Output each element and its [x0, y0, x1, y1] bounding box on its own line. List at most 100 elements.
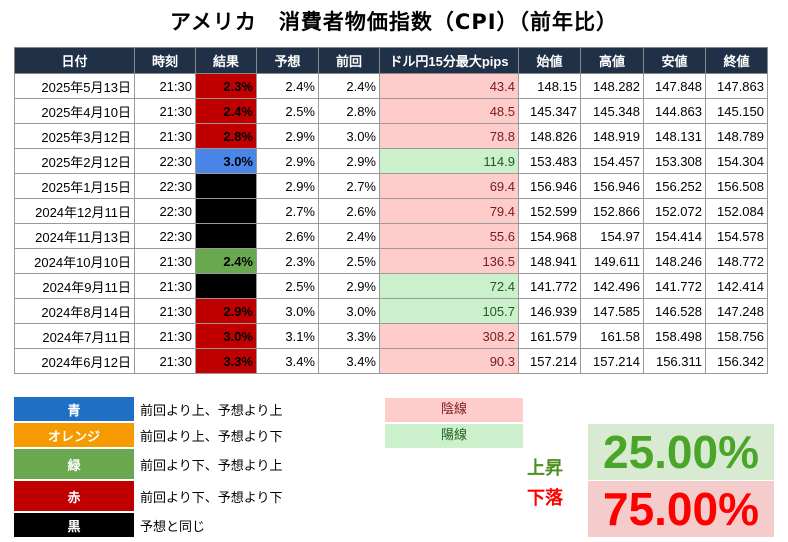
result-color-legend: 青前回より上、予想より上 オレンジ 前回より上、予想より下緑前回より下、予想より上赤…: [14, 397, 282, 539]
result-cell: 2.5%: [195, 273, 257, 299]
previous-cell: 3.3%: [318, 323, 380, 349]
forecast-cell: 2.9%: [256, 123, 319, 149]
low-cell: 154.414: [643, 223, 706, 249]
time-cell: 21:30: [134, 323, 196, 349]
open-cell: 145.347: [518, 98, 581, 124]
date-cell: 2024年6月12日: [14, 348, 135, 374]
date-cell: 2025年4月10日: [14, 98, 135, 124]
high-cell: 154.97: [580, 223, 644, 249]
pips-cell: 105.7: [379, 298, 519, 324]
low-cell: 141.772: [643, 273, 706, 299]
result-cell: 3.3%: [195, 348, 257, 374]
open-cell: 148.826: [518, 123, 581, 149]
table-row: 2025年1月15日 22:30 2.9% 2.9% 2.7% 69.4 156.946 15…: [14, 173, 768, 199]
result-cell: 2.3%: [195, 73, 257, 99]
time-cell: 22:30: [134, 223, 196, 249]
table-row: 2024年7月11日 21:30 3.0% 3.1% 3.3% 308.2 161.579 1…: [14, 323, 768, 349]
close-cell: 154.304: [705, 148, 768, 174]
legend-description: 前回より上、予想より下: [140, 429, 283, 445]
pips-cell: 79.4: [379, 198, 519, 224]
open-cell: 153.483: [518, 148, 581, 174]
legend-description: 予想と同じ: [140, 519, 206, 535]
column-header: 終値: [705, 47, 768, 74]
close-cell: 148.789: [705, 123, 768, 149]
previous-cell: 2.6%: [318, 198, 380, 224]
result-cell: 2.7%: [195, 198, 257, 224]
low-cell: 146.528: [643, 298, 706, 324]
open-cell: 152.599: [518, 198, 581, 224]
high-cell: 149.611: [580, 248, 644, 274]
pips-cell: 55.6: [379, 223, 519, 249]
high-cell: 148.919: [580, 123, 644, 149]
previous-cell: 3.0%: [318, 123, 380, 149]
time-cell: 21:30: [134, 273, 196, 299]
low-cell: 148.246: [643, 248, 706, 274]
result-cell: 2.6%: [195, 223, 257, 249]
cpi-table: 日付 時刻 結果 予想 前回 ドル円15分最大pips 始値 高値 安値 終値 2025年5月13…: [14, 47, 768, 374]
pips-cell: 48.5: [379, 98, 519, 124]
forecast-cell: 2.9%: [256, 148, 319, 174]
result-cell: 2.8%: [195, 123, 257, 149]
time-cell: 21:30: [134, 248, 196, 274]
low-cell: 147.848: [643, 73, 706, 99]
table-row: 2025年4月10日 21:30 2.4% 2.5% 2.8% 48.5 145.347 14…: [14, 98, 768, 124]
column-header: 安値: [643, 47, 706, 74]
close-cell: 147.248: [705, 298, 768, 324]
previous-cell: 2.9%: [318, 273, 380, 299]
pips-cell: 90.3: [379, 348, 519, 374]
forecast-cell: 2.5%: [256, 273, 319, 299]
column-header: 始値: [518, 47, 581, 74]
fall-percentage: 75.00%: [588, 481, 774, 537]
column-header: 結果: [195, 47, 257, 74]
time-cell: 22:30: [134, 173, 196, 199]
result-cell: 2.9%: [195, 173, 257, 199]
column-header: 前回: [318, 47, 380, 74]
time-cell: 22:30: [134, 198, 196, 224]
legend-item: 赤前回より下、予想より下: [14, 481, 282, 511]
previous-cell: 2.8%: [318, 98, 380, 124]
high-cell: 157.214: [580, 348, 644, 374]
low-cell: 152.072: [643, 198, 706, 224]
column-header: 予想: [256, 47, 319, 74]
date-cell: 2024年9月11日: [14, 273, 135, 299]
legend-swatch: 緑: [14, 449, 134, 479]
time-cell: 21:30: [134, 348, 196, 374]
table-row: 2024年11月13日 22:30 2.6% 2.6% 2.4% 55.6 154.968 1…: [14, 223, 768, 249]
close-cell: 158.756: [705, 323, 768, 349]
high-cell: 142.496: [580, 273, 644, 299]
legend-bearish-candle: 陰線: [385, 398, 523, 422]
pips-cell: 78.8: [379, 123, 519, 149]
previous-cell: 2.9%: [318, 148, 380, 174]
legend-description: 前回より下、予想より下: [140, 490, 283, 506]
result-cell: 3.0%: [195, 323, 257, 349]
legend-description: 前回より下、予想より上: [140, 458, 283, 474]
table-header-row: 日付 時刻 結果 予想 前回 ドル円15分最大pips 始値 高値 安値 終値: [14, 47, 768, 74]
table-row: 2024年9月11日 21:30 2.5% 2.5% 2.9% 72.4 141.772 14…: [14, 273, 768, 299]
high-cell: 152.866: [580, 198, 644, 224]
legend-item: 黒予想と同じ: [14, 513, 282, 537]
date-cell: 2025年5月13日: [14, 73, 135, 99]
rise-percentage: 25.00%: [588, 424, 774, 480]
forecast-cell: 2.5%: [256, 98, 319, 124]
previous-cell: 3.4%: [318, 348, 380, 374]
close-cell: 152.084: [705, 198, 768, 224]
open-cell: 161.579: [518, 323, 581, 349]
legend-description: 前回より上、予想より上: [140, 403, 283, 419]
forecast-cell: 3.4%: [256, 348, 319, 374]
pips-cell: 72.4: [379, 273, 519, 299]
legend-swatch: 黒: [14, 513, 134, 537]
close-cell: 145.150: [705, 98, 768, 124]
table-row: 2025年2月12日 22:30 3.0% 2.9% 2.9% 114.9 153.483 1…: [14, 148, 768, 174]
date-cell: 2024年7月11日: [14, 323, 135, 349]
table-row: 2024年6月12日 21:30 3.3% 3.4% 3.4% 90.3 157.214 15…: [14, 348, 768, 374]
open-cell: 157.214: [518, 348, 581, 374]
result-cell: 2.4%: [195, 248, 257, 274]
low-cell: 144.863: [643, 98, 706, 124]
low-cell: 156.311: [643, 348, 706, 374]
date-cell: 2025年1月15日: [14, 173, 135, 199]
open-cell: 156.946: [518, 173, 581, 199]
time-cell: 21:30: [134, 73, 196, 99]
table-row: 2024年12月11日 22:30 2.7% 2.7% 2.6% 79.4 152.599 1…: [14, 198, 768, 224]
previous-cell: 2.5%: [318, 248, 380, 274]
open-cell: 148.15: [518, 73, 581, 99]
